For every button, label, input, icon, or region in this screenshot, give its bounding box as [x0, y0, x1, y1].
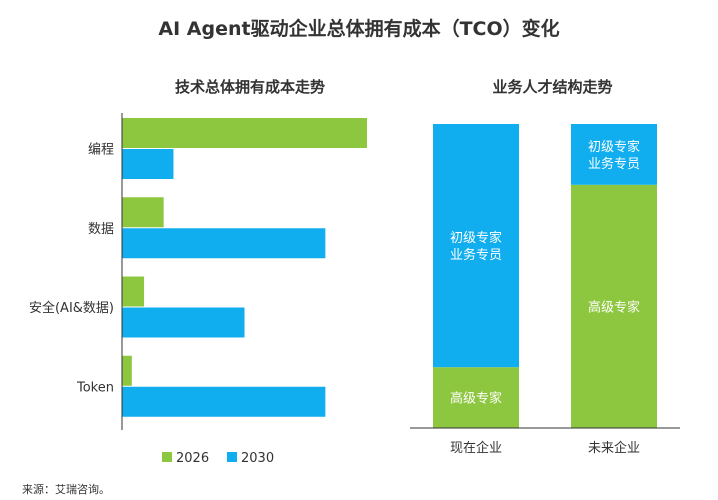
- source-note: 来源：艾瑞咨询。: [22, 483, 110, 496]
- segment-label: 业务专员: [450, 247, 502, 263]
- legend-label-2026: 2026: [176, 451, 209, 466]
- bar-2030-2: [122, 307, 245, 338]
- right-chart-title: 业务人才结构走势: [492, 78, 613, 96]
- segment-label: 业务专员: [588, 156, 640, 172]
- bar-2030-3: [122, 386, 326, 417]
- segment-0-1: [433, 124, 519, 368]
- bar-2026-3: [122, 355, 132, 386]
- category-label: 现在企业: [450, 440, 502, 456]
- segment-label: 高级专家: [588, 299, 640, 315]
- bar-2026-2: [122, 276, 145, 307]
- category-label: 编程: [88, 143, 114, 158]
- category-label: 安全(AI&数据): [29, 300, 114, 316]
- segment-label: 初级专家: [588, 139, 640, 155]
- segment-0-0: [433, 367, 519, 428]
- bar-2030-0: [122, 149, 174, 179]
- segment-1-0: [571, 184, 657, 428]
- left-chart-title: 技术总体拥有成本走势: [174, 78, 325, 96]
- segment-label: 高级专家: [450, 391, 502, 407]
- legend-swatch-2026: [162, 452, 172, 462]
- category-label: 未来企业: [588, 440, 640, 456]
- segment-label: 初级专家: [450, 230, 502, 246]
- legend-label-2030: 2030: [241, 451, 274, 466]
- segment-1-1: [571, 124, 657, 185]
- bar-2026-0: [122, 118, 367, 148]
- bar-2026-1: [122, 197, 164, 228]
- bar-2030-1: [122, 228, 326, 259]
- page-title: AI Agent驱动企业总体拥有成本（TCO）变化: [158, 18, 560, 40]
- category-label: 数据: [88, 222, 114, 237]
- category-label: Token: [76, 380, 114, 395]
- legend-swatch-2030: [227, 452, 237, 462]
